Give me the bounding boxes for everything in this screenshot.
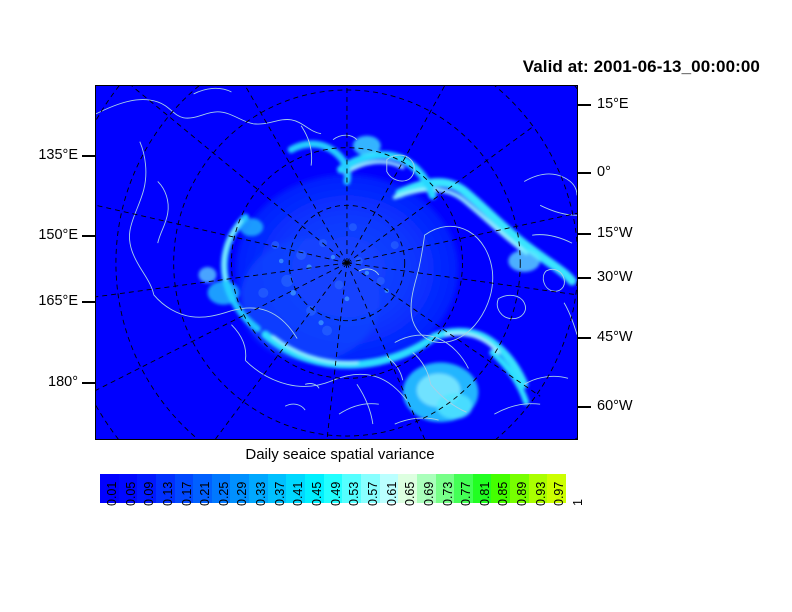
tick-right-2 [578, 233, 591, 235]
colorbar-cell-5 [193, 474, 212, 503]
colorbar-gradient [100, 474, 567, 503]
colorbar-tick-label-20: 0.81 [477, 481, 492, 506]
tick-right-1 [578, 172, 591, 174]
colorbar-cell-11 [305, 474, 324, 503]
colorbar-cell-3 [155, 474, 175, 503]
axis-label-left-3: 180° [48, 374, 78, 390]
colorbar-tick-label-19: 0.77 [459, 481, 474, 506]
colorbar-cell-12 [323, 474, 343, 503]
colorbar-tick-label-15: 0.61 [384, 481, 399, 506]
colorbar-cell-1 [118, 474, 138, 503]
tick-right-0 [578, 104, 591, 106]
tick-left-2 [82, 301, 95, 303]
coastlines [96, 87, 577, 425]
colorbar-tick-label-16: 0.65 [403, 481, 418, 506]
colorbar-cell-22 [510, 474, 529, 503]
colorbar-tick-label-17: 0.69 [421, 481, 436, 506]
colorbar-tick-label-23: 0.93 [533, 481, 548, 506]
colorbar-tick-label-3: 0.13 [160, 481, 175, 506]
tick-right-5 [578, 406, 591, 408]
axis-label-right-0: 15°E [597, 96, 629, 112]
graticule [96, 86, 577, 439]
axis-label-left-1: 150°E [38, 227, 78, 243]
colorbar-cell-8 [249, 474, 268, 503]
map-plot-area [95, 85, 578, 440]
colorbar-tick-label-8: 0.33 [254, 481, 269, 506]
colorbar-cell-9 [267, 474, 287, 503]
colorbar-cell-10 [286, 474, 306, 503]
colorbar-cell-15 [379, 474, 399, 503]
colorbar-cell-21 [491, 474, 511, 503]
colorbar-tick-label-9: 0.37 [272, 481, 287, 506]
colorbar-cell-14 [360, 474, 380, 503]
colorbar-tick-label-10: 0.41 [291, 481, 306, 506]
variance-field [198, 135, 577, 423]
colorbar-cell-0 [100, 474, 119, 503]
colorbar-cell-19 [454, 474, 473, 503]
axis-label-right-1: 0° [597, 164, 611, 180]
colorbar-cell-23 [528, 474, 548, 503]
colorbar-tick-label-21: 0.85 [496, 481, 511, 506]
colorbar-cell-6 [211, 474, 231, 503]
colorbar-tick-label-2: 0.09 [142, 481, 157, 506]
colorbar-tick-label-12: 0.49 [328, 481, 343, 506]
colorbar-tick-label-4: 0.17 [179, 481, 194, 506]
colorbar-tick-label-25: 1 [571, 499, 585, 506]
colorbar-tick-label-11: 0.45 [310, 481, 325, 506]
axis-label-right-2: 15°W [597, 225, 633, 241]
tick-left-0 [82, 155, 95, 157]
colorbar-cell-16 [398, 474, 417, 503]
colorbar-tick-label-5: 0.21 [198, 481, 213, 506]
colorbar-tick-label-22: 0.89 [515, 481, 530, 506]
axis-label-left-0: 135°E [38, 147, 78, 163]
map-canvas [96, 86, 577, 439]
colorbar [100, 474, 567, 503]
colorbar-tick-label-13: 0.53 [347, 481, 362, 506]
axis-label-right-4: 45°W [597, 329, 633, 345]
colorbar-cell-18 [435, 474, 455, 503]
tick-right-3 [578, 277, 591, 279]
tick-left-3 [82, 382, 95, 384]
tick-right-4 [578, 337, 591, 339]
colorbar-cell-20 [472, 474, 492, 503]
colorbar-cell-17 [416, 474, 436, 503]
axis-label-left-2: 165°E [38, 293, 78, 309]
colorbar-cell-7 [230, 474, 250, 503]
axis-label-right-3: 30°W [597, 269, 633, 285]
colorbar-labels: 0.01 0.05 0.09 0.13 0.17 0.21 0.25 0.29 0.33 0.37… [100, 482, 585, 566]
colorbar-cell-4 [174, 474, 194, 503]
colorbar-tick-label-6: 0.25 [216, 481, 231, 506]
colorbar-tick-label-0: 0.01 [105, 481, 119, 506]
tick-left-1 [82, 235, 95, 237]
axis-label-right-5: 60°W [597, 398, 633, 414]
plot-caption-text: Daily seaice spatial variance [245, 446, 435, 463]
colorbar-tick-label-18: 0.73 [440, 481, 455, 506]
colorbar-tick-label-1: 0.05 [123, 481, 138, 506]
colorbar-cell-24 [547, 474, 567, 503]
colorbar-cell-13 [342, 474, 361, 503]
page-title: Valid at: 2001-06-13_00:00:00 [522, 57, 760, 76]
plot-caption: Daily seaice spatial variance [0, 446, 792, 463]
colorbar-tick-label-24: 0.97 [552, 481, 567, 506]
colorbar-tick-label-14: 0.57 [365, 481, 380, 506]
colorbar-tick-label-7: 0.29 [235, 481, 250, 506]
colorbar-cell-2 [137, 474, 156, 503]
